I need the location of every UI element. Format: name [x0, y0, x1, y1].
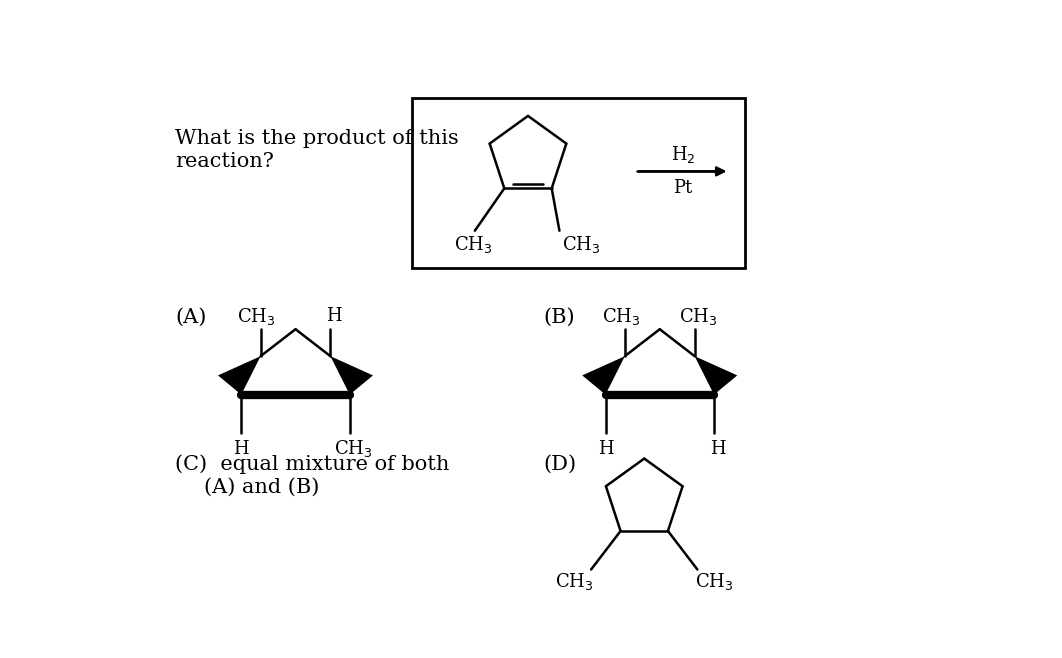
Text: CH$_3$: CH$_3$ — [554, 571, 594, 592]
Text: H: H — [326, 307, 342, 325]
Text: H: H — [710, 440, 725, 457]
Text: Pt: Pt — [673, 179, 692, 197]
Text: CH$_3$: CH$_3$ — [696, 571, 734, 592]
Text: CH$_3$: CH$_3$ — [562, 234, 600, 255]
Text: (A) and (B): (A) and (B) — [204, 478, 320, 497]
Text: CH$_3$: CH$_3$ — [602, 305, 640, 326]
Text: H$_2$: H$_2$ — [671, 144, 696, 165]
Text: (D): (D) — [544, 455, 577, 474]
Text: H: H — [598, 440, 614, 457]
Text: CH$_3$: CH$_3$ — [238, 305, 276, 326]
Polygon shape — [330, 356, 373, 395]
Text: CH$_3$: CH$_3$ — [455, 234, 493, 255]
Text: What is the product of this: What is the product of this — [175, 129, 459, 148]
Polygon shape — [218, 356, 260, 395]
Polygon shape — [582, 356, 624, 395]
Polygon shape — [695, 356, 737, 395]
Text: reaction?: reaction? — [175, 152, 274, 171]
Text: CH$_3$: CH$_3$ — [680, 305, 718, 326]
Text: (B): (B) — [544, 308, 576, 327]
Text: (C)  equal mixture of both: (C) equal mixture of both — [175, 454, 449, 474]
Text: CH$_3$: CH$_3$ — [335, 438, 373, 459]
Text: H: H — [234, 440, 250, 457]
Bar — [412, 98, 746, 268]
Text: (A): (A) — [175, 308, 207, 327]
